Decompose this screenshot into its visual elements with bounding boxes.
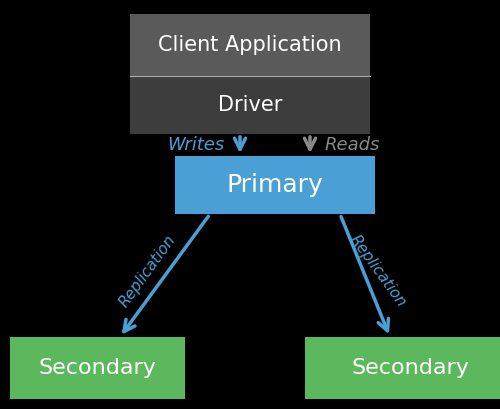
FancyBboxPatch shape <box>130 76 370 134</box>
Text: Secondary: Secondary <box>38 358 156 378</box>
FancyBboxPatch shape <box>305 337 500 399</box>
Text: Driver: Driver <box>218 95 282 115</box>
Text: Replication: Replication <box>347 232 409 310</box>
Text: Primary: Primary <box>226 173 324 197</box>
FancyBboxPatch shape <box>130 14 370 76</box>
FancyBboxPatch shape <box>10 337 185 399</box>
Text: Secondary: Secondary <box>351 358 469 378</box>
FancyBboxPatch shape <box>175 156 375 214</box>
Text: Replication: Replication <box>117 232 179 310</box>
Text: Writes: Writes <box>168 136 225 154</box>
Text: Reads: Reads <box>325 136 380 154</box>
Text: Client Application: Client Application <box>158 35 342 55</box>
